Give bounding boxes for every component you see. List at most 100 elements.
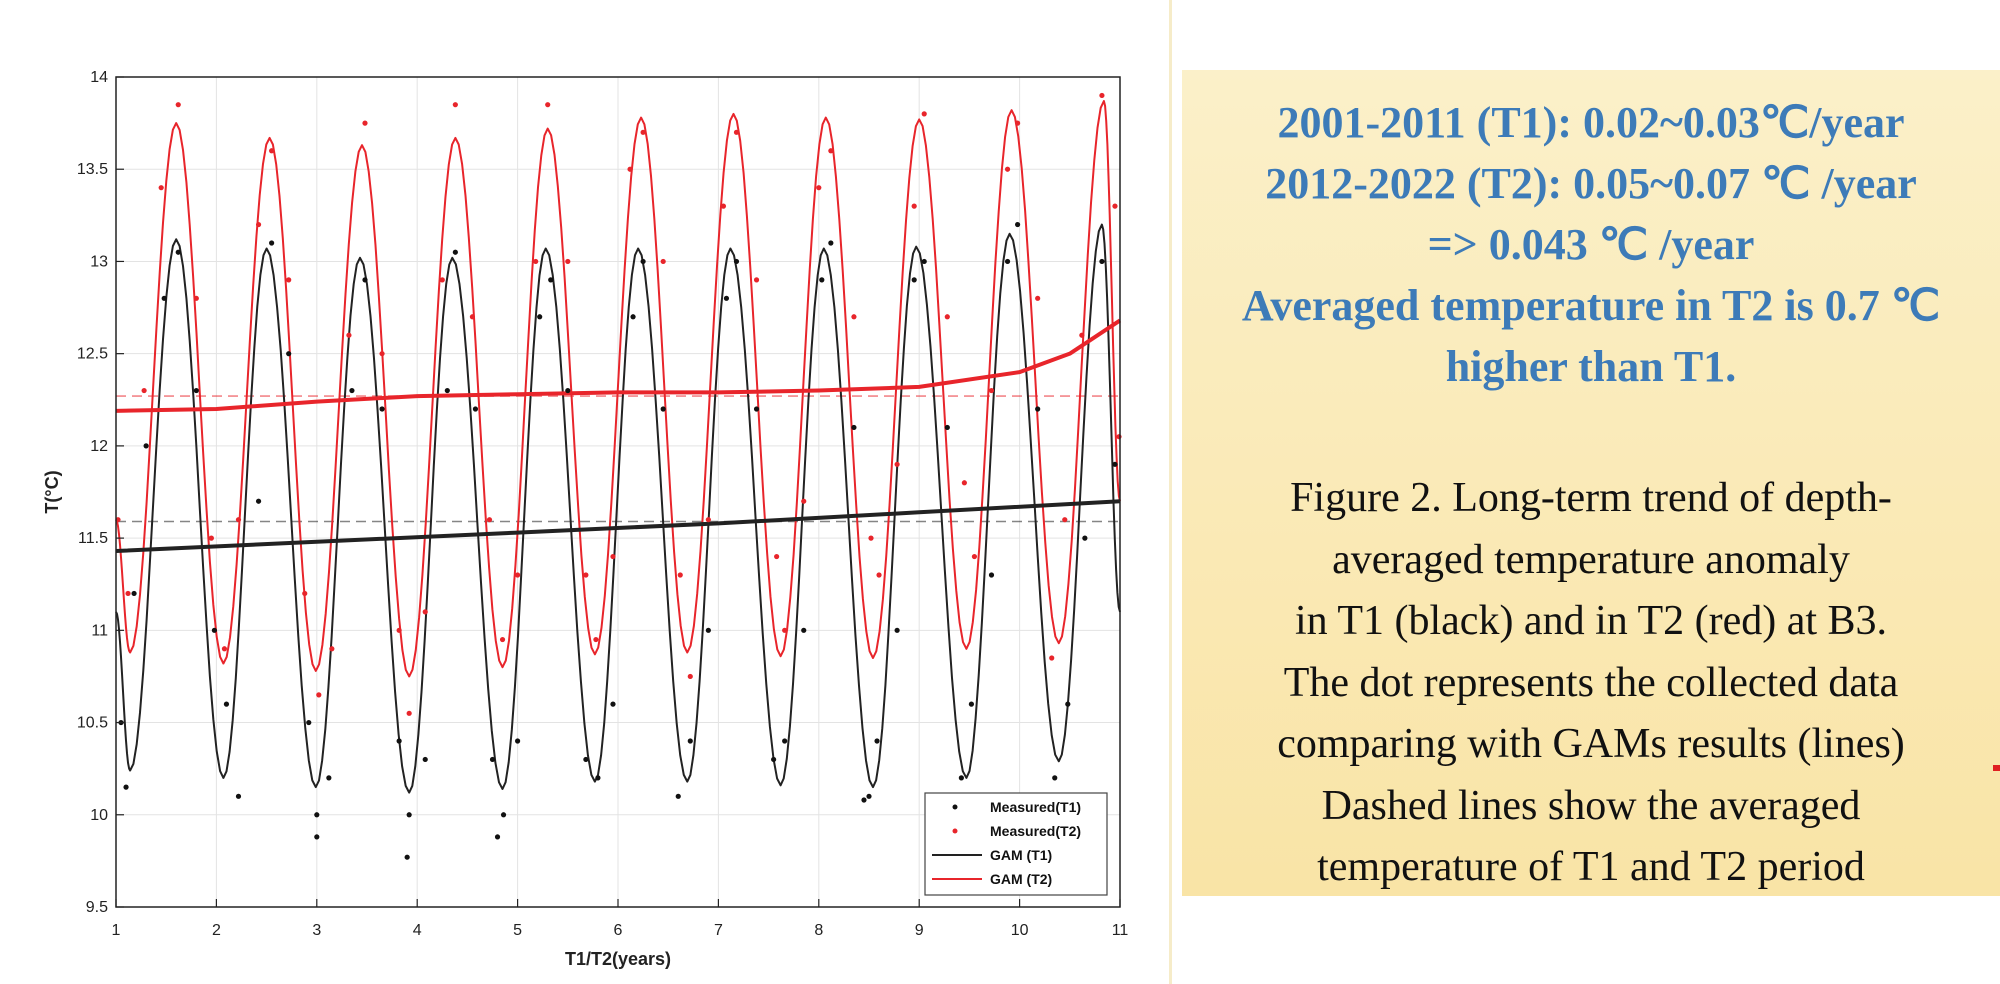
measured-t1-point (733, 258, 740, 265)
measured-t1-point (314, 812, 320, 818)
measured-dots (115, 92, 1122, 860)
measured-t1-point (640, 258, 646, 265)
red-marker (1993, 765, 2000, 771)
legend-label-gam-t2: GAM (T2) (990, 871, 1052, 887)
measured-t2-point (640, 129, 646, 135)
measured-t1-point (968, 701, 975, 707)
measured-t1-point (782, 738, 788, 744)
measured-t2-point (1062, 517, 1068, 523)
measured-t2-point (221, 646, 228, 652)
measured-t2-point (141, 387, 147, 394)
measured-t1-point (1052, 775, 1058, 781)
measured-t1-point (143, 443, 149, 449)
y-tick-label: 11.5 (78, 530, 108, 547)
measured-t2-point (921, 111, 927, 117)
x-tick-label: 7 (714, 922, 723, 939)
measured-t2-point (499, 636, 506, 643)
temperature-chart: 1 2 3 4 5 6 7 8 9 10 11 9.51010.51111.51212.51313.… (42, 69, 1129, 969)
measured-t2-point (486, 517, 493, 523)
measured-t2-point (677, 572, 683, 578)
measured-t2-point (545, 102, 551, 108)
y-tick-label: 10.5 (77, 715, 108, 732)
measured-t1-point (687, 738, 693, 744)
x-axis-label: T1/T2(years) (565, 949, 671, 969)
trend-summary: 2001-2011 (T1): 0.02~0.03℃/year 2012-202… (1182, 92, 2000, 397)
measured-t2-point (988, 387, 995, 394)
measured-t2-point (208, 535, 214, 541)
caption-line-3: in T1 (black) and in T2 (red) at B3. (1294, 598, 1888, 644)
measured-t1-point (911, 277, 917, 283)
t1-trend-line (115, 499, 1121, 554)
measured-t1-point (771, 756, 777, 763)
measured-t2-point (720, 203, 727, 209)
gam-t1-line (115, 223, 1121, 794)
measured-t2-point (894, 461, 900, 467)
measured-t2-point (944, 314, 950, 320)
legend: Measured(T1) Measured(T2) GAM (T1) GAM (… (924, 792, 1108, 896)
measured-t1-point (235, 793, 242, 799)
measured-t2-point (1079, 332, 1085, 338)
y-axis-ticks: 9.5 10 10.5 11 11.5 12 12.5 13 13.5 14 (77, 69, 124, 916)
measured-t1-point (286, 351, 292, 357)
measured-t2-point (782, 627, 788, 633)
measured-t1-point (1112, 461, 1118, 467)
y-tick-label: 14 (90, 69, 108, 86)
measured-t2-point (1004, 166, 1011, 172)
measured-t1-point (874, 738, 880, 744)
measured-t1-point (362, 277, 368, 283)
measured-t2-point (565, 258, 571, 265)
measured-t2-point (705, 517, 711, 523)
measured-t1-point (851, 424, 857, 431)
measured-t1-point (211, 627, 217, 633)
measured-t2-point (1049, 655, 1055, 661)
measured-t1-point (583, 756, 589, 763)
measured-t1-point (494, 834, 501, 840)
measured-t1-point (801, 627, 807, 633)
y-tick-label: 10 (90, 807, 108, 824)
measured-t2-point (515, 572, 521, 578)
measured-t2-point (302, 590, 308, 597)
measured-t2-point (660, 258, 666, 265)
legend-label-gam-t1: GAM (T1) (990, 847, 1052, 863)
measured-t1-point (1004, 258, 1011, 265)
measured-t2-point (868, 535, 874, 541)
legend-swatch-measured-t1 (952, 804, 958, 810)
measured-t2-point (362, 120, 368, 126)
measured-t2-point (851, 314, 857, 320)
measured-t2-point (1116, 434, 1122, 440)
measured-t1-point (819, 277, 825, 283)
gam-t2-line (115, 100, 1121, 678)
measured-t2-point (255, 221, 262, 228)
caption-line-2: averaged temperature anomaly (1332, 536, 1850, 583)
measured-t2-point (286, 277, 292, 283)
measured-t1-point (944, 424, 950, 431)
measured-t1-point (1035, 406, 1041, 412)
measured-t1-point (444, 387, 450, 394)
caption-line-4: The dot represents the collected data (1283, 659, 1899, 706)
measured-t2-point (774, 553, 780, 560)
measured-t1-point (1099, 258, 1105, 265)
measured-t1-point (705, 627, 711, 633)
measured-t2-point (422, 609, 428, 615)
measured-t1-point (489, 756, 496, 763)
x-tick-label: 8 (814, 922, 823, 939)
measured-t1-point (723, 295, 730, 301)
x-tick-label: 6 (614, 922, 623, 939)
measured-t2-point (158, 185, 164, 191)
measured-t1-point (894, 627, 900, 633)
trend-line-difference: Averaged temperature in T2 is 0.7 ℃ (1241, 281, 1941, 330)
measured-t2-point (961, 480, 967, 486)
measured-t1-point (269, 240, 275, 246)
measured-t1-point (422, 756, 428, 763)
measured-t2-point (406, 710, 412, 716)
measured-t2-point (439, 277, 445, 283)
measured-t2-point (125, 590, 131, 597)
caption-line-5: comparing with GAMs results (lines) (1277, 721, 1905, 767)
measured-t2-point (235, 517, 242, 523)
measured-t1-point (1082, 535, 1088, 541)
x-axis-ticks: 1 2 3 4 5 6 7 8 9 10 11 (112, 899, 1129, 939)
measured-t2-point (452, 102, 458, 108)
measured-t1-point (314, 834, 320, 840)
x-tick-label: 11 (1112, 922, 1129, 939)
x-tick-label: 5 (513, 922, 522, 939)
